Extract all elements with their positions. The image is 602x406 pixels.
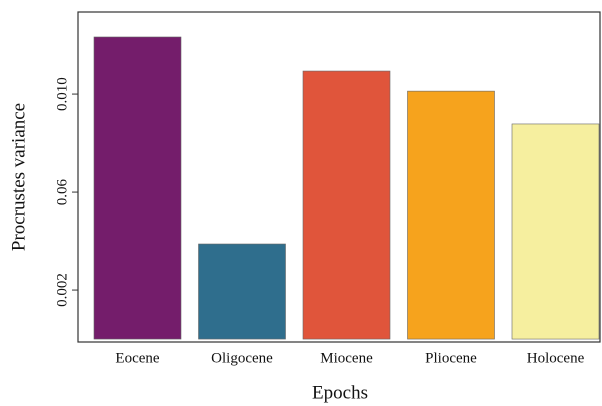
plot-frame — [77, 11, 601, 343]
y-tick-label: 0.06 — [54, 178, 70, 205]
y-tick-label: 0.002 — [54, 273, 70, 307]
bar — [511, 123, 600, 340]
x-tick-label: Eocene — [115, 350, 159, 366]
x-tick-label: Holocene — [527, 350, 585, 366]
y-axis-title: Procrustes variance — [8, 103, 29, 251]
bar — [407, 90, 495, 340]
x-tick-label: Miocene — [320, 350, 373, 366]
x-axis-title: Epochs — [312, 382, 368, 403]
bar — [198, 243, 286, 340]
bar — [302, 70, 391, 340]
y-tick-label: 0.010 — [54, 77, 70, 111]
x-tick-label: Oligocene — [211, 350, 273, 366]
x-tick-label: Pliocene — [425, 350, 477, 366]
bar — [93, 36, 182, 340]
